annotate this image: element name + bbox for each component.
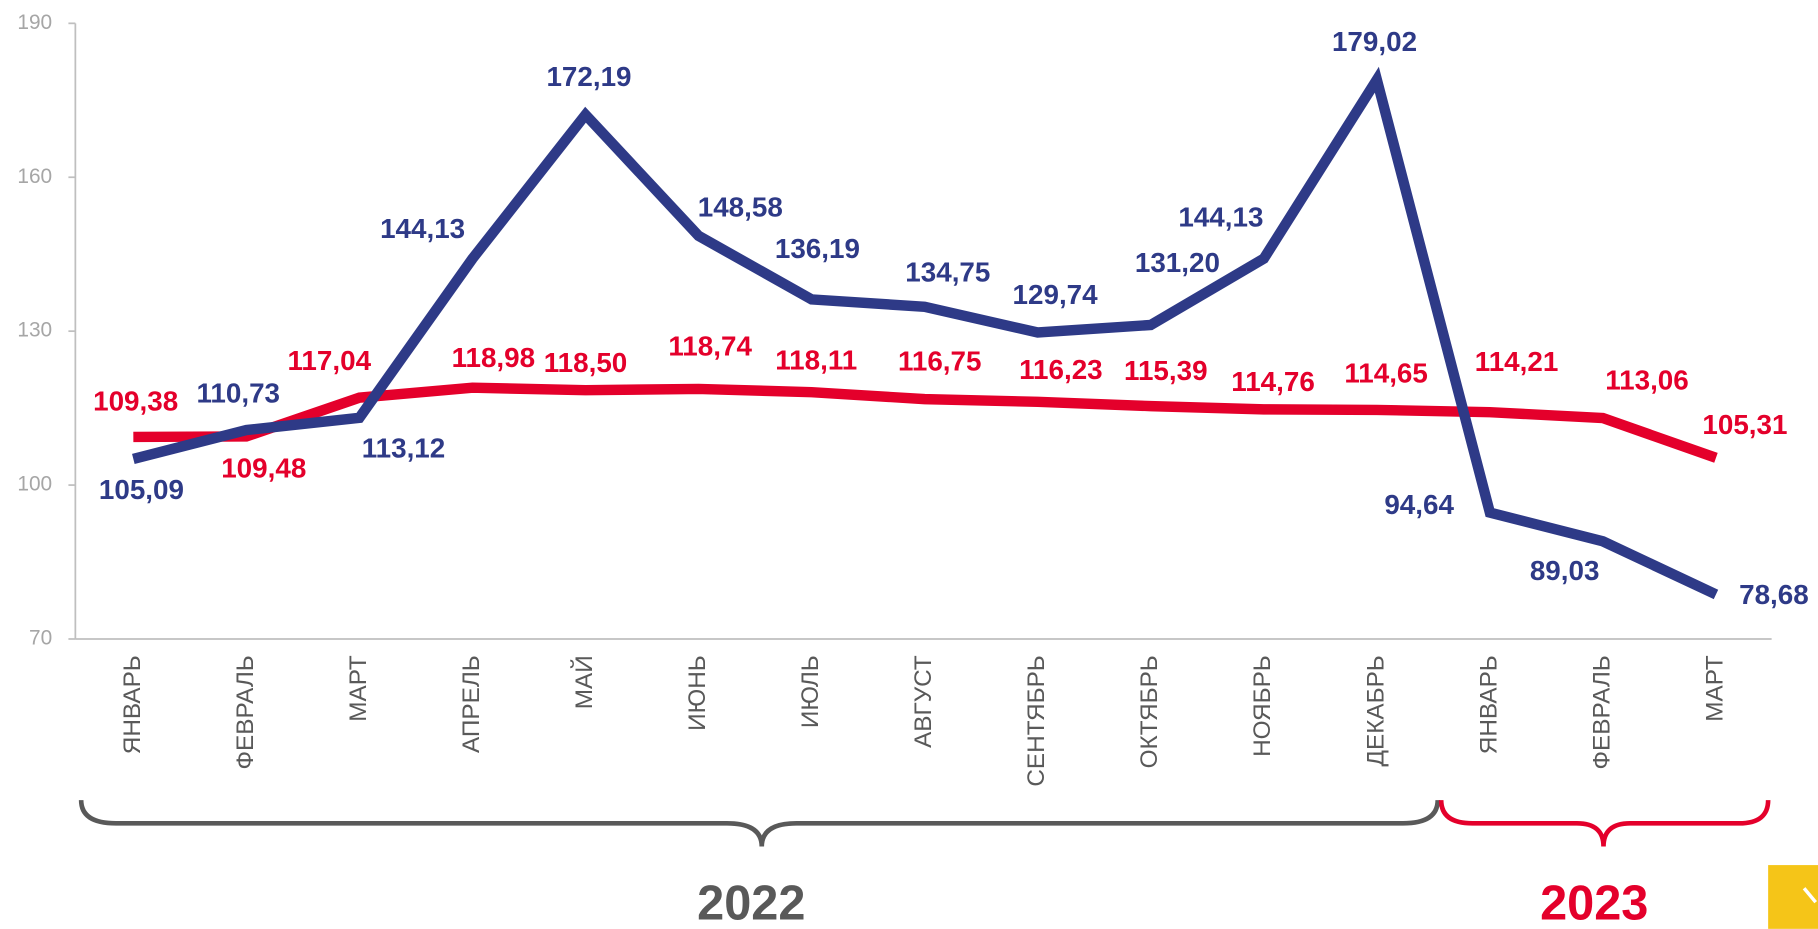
x-tick-label: ИЮЛЬ [797, 655, 824, 728]
year-label: 2022 [697, 877, 805, 929]
value-label: 89,03 [1530, 555, 1600, 586]
value-label: 94,64 [1384, 489, 1454, 520]
value-label: 78,68 [1739, 579, 1809, 610]
x-tick-label: ДЕКАБРЬ [1362, 655, 1389, 766]
x-tick-label: ИЮНЬ [684, 655, 711, 731]
value-label: 113,06 [1605, 364, 1689, 395]
line [132, 66, 1719, 600]
y-tick-label: 70 [29, 627, 52, 650]
value-label: 114,76 [1231, 366, 1315, 397]
line [133, 382, 1718, 463]
value-label: 172,19 [546, 61, 631, 92]
value-label: 105,31 [1702, 409, 1787, 440]
x-tick-label: МАРТ [1701, 655, 1728, 722]
value-label: 118,50 [544, 347, 628, 378]
x-tick-label: ФЕВРАЛЬ [232, 655, 259, 769]
y-tick-label: 160 [17, 165, 52, 188]
x-tick-label: ЯНВАРЬ [1475, 655, 1502, 754]
brace [1438, 799, 1771, 847]
x-tick-label: НОЯБРЬ [1249, 655, 1276, 757]
value-label: 129,74 [1013, 279, 1099, 310]
value-label: 114,65 [1344, 357, 1428, 388]
badge-icon [1802, 887, 1818, 904]
x-tick-label: АВГУСТ [910, 655, 937, 748]
value-label: 118,98 [452, 342, 536, 373]
y-tick-label: 190 [17, 11, 52, 34]
value-label: 117,04 [288, 345, 372, 376]
x-tick-label: ЯНВАРЬ [119, 655, 146, 754]
x-tick-label: ФЕВРАЛЬ [1588, 655, 1615, 769]
x-tick-label: ОКТЯБРЬ [1136, 655, 1163, 768]
y-tick-label: 130 [17, 319, 52, 342]
value-label: 136,19 [775, 233, 860, 264]
x-tick-label: МАЙ [570, 655, 598, 709]
value-label: 116,23 [1019, 354, 1103, 385]
value-label: 134,75 [905, 257, 990, 288]
x-tick-label: СЕНТЯБРЬ [1023, 655, 1050, 786]
value-label: 105,09 [99, 474, 184, 505]
value-label: 116,75 [898, 346, 982, 377]
value-label: 144,13 [1178, 202, 1263, 233]
year-label: 2023 [1540, 877, 1648, 929]
x-tick-label: АПРЕЛЬ [458, 655, 485, 753]
value-label: 148,58 [698, 192, 783, 223]
value-label: 144,13 [380, 213, 465, 244]
value-label: 109,48 [221, 452, 306, 483]
value-label: 110,73 [196, 378, 280, 409]
value-label: 114,21 [1475, 346, 1559, 377]
value-label: 115,39 [1124, 355, 1208, 386]
value-label: 179,02 [1332, 26, 1417, 57]
y-tick-label: 100 [17, 473, 52, 496]
value-label: 131,20 [1135, 247, 1220, 278]
value-label: 118,74 [668, 331, 752, 362]
value-label: 118,11 [775, 344, 857, 375]
value-label: 113,12 [362, 433, 446, 464]
x-tick-label: МАРТ [345, 655, 372, 722]
brace [78, 799, 1441, 847]
value-label: 109,38 [93, 386, 178, 417]
